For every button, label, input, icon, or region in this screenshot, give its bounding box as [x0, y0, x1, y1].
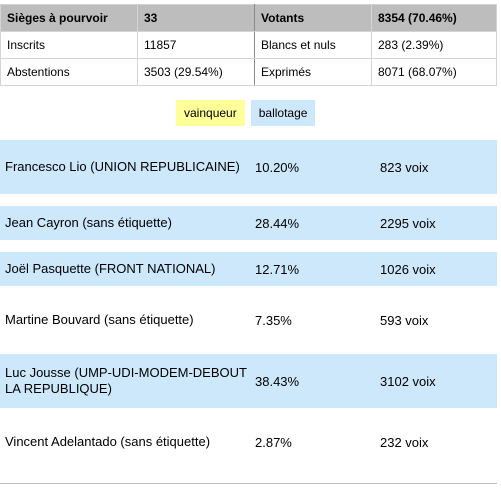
blank-null-value: 283 (2.39%)	[371, 31, 497, 59]
abstentions-label: Abstentions	[0, 58, 138, 86]
registered-value: 11857	[137, 31, 255, 59]
candidate-percent: 2.87%	[255, 434, 292, 450]
candidate-percent: 38.43%	[255, 373, 300, 389]
summary-header-row: Sièges à pourvoir 33 Votants 8354 (70.46…	[0, 4, 497, 32]
candidate-name: Jean Cayron (sans étiquette)	[5, 215, 172, 230]
candidate-votes: 2295 voix	[380, 215, 436, 231]
candidate-row: Luc Jousse (UMP-UDI-MODEM-DEBOUT LA REPU…	[0, 354, 497, 408]
legend-runoff: ballotage	[250, 100, 316, 126]
candidate-percent: 28.44%	[255, 215, 300, 231]
summary-row: Inscrits 11857 Blancs et nuls 283 (2.39%…	[0, 31, 497, 59]
voters-label: Votants	[254, 4, 372, 32]
candidate-name: Luc Jousse (UMP-UDI-MODEM-DEBOUT LA REPU…	[5, 365, 247, 396]
candidate-votes: 232 voix	[380, 434, 429, 450]
seats-label: Sièges à pourvoir	[0, 4, 138, 32]
candidate-votes: 593 voix	[380, 312, 429, 328]
bottom-divider	[0, 483, 497, 484]
abstentions-value: 3503 (29.54%)	[137, 58, 255, 86]
legend: vainqueur ballotage	[176, 100, 316, 126]
candidate-name: Joël Pasquette (FRONT NATIONAL)	[5, 261, 216, 276]
candidate-percent: 12.71%	[255, 261, 300, 277]
candidate-percent: 10.20%	[255, 159, 300, 175]
registered-label: Inscrits	[0, 31, 138, 59]
candidate-name: Martine Bouvard (sans étiquette)	[5, 312, 194, 327]
candidate-name: Vincent Adelantado (sans étiquette)	[5, 434, 211, 449]
candidate-row: Martine Bouvard (sans étiquette) 7.35% 5…	[0, 298, 497, 342]
candidate-row: Vincent Adelantado (sans étiquette) 2.87…	[0, 420, 497, 464]
candidate-votes: 1026 voix	[380, 261, 436, 277]
candidate-row: Francesco Lio (UNION REPUBLICAINE) 10.20…	[0, 140, 497, 194]
candidate-name: Francesco Lio (UNION REPUBLICAINE)	[5, 159, 240, 174]
summary-row: Abstentions 3503 (29.54%) Exprimés 8071 …	[0, 58, 497, 86]
expressed-label: Exprimés	[254, 58, 372, 86]
candidate-row: Jean Cayron (sans étiquette) 28.44% 2295…	[0, 206, 497, 240]
candidate-percent: 7.35%	[255, 312, 292, 328]
expressed-value: 8071 (68.07%)	[371, 58, 497, 86]
voters-value: 8354 (70.46%)	[371, 4, 497, 32]
candidate-votes: 3102 voix	[380, 373, 436, 389]
candidate-list: Francesco Lio (UNION REPUBLICAINE) 10.20…	[0, 140, 497, 476]
candidate-votes: 823 voix	[380, 159, 429, 175]
seats-value: 33	[137, 4, 255, 32]
legend-winner: vainqueur	[176, 100, 245, 126]
summary-table: Sièges à pourvoir 33 Votants 8354 (70.46…	[0, 4, 497, 86]
candidate-row: Joël Pasquette (FRONT NATIONAL) 12.71% 1…	[0, 252, 497, 286]
blank-null-label: Blancs et nuls	[254, 31, 372, 59]
